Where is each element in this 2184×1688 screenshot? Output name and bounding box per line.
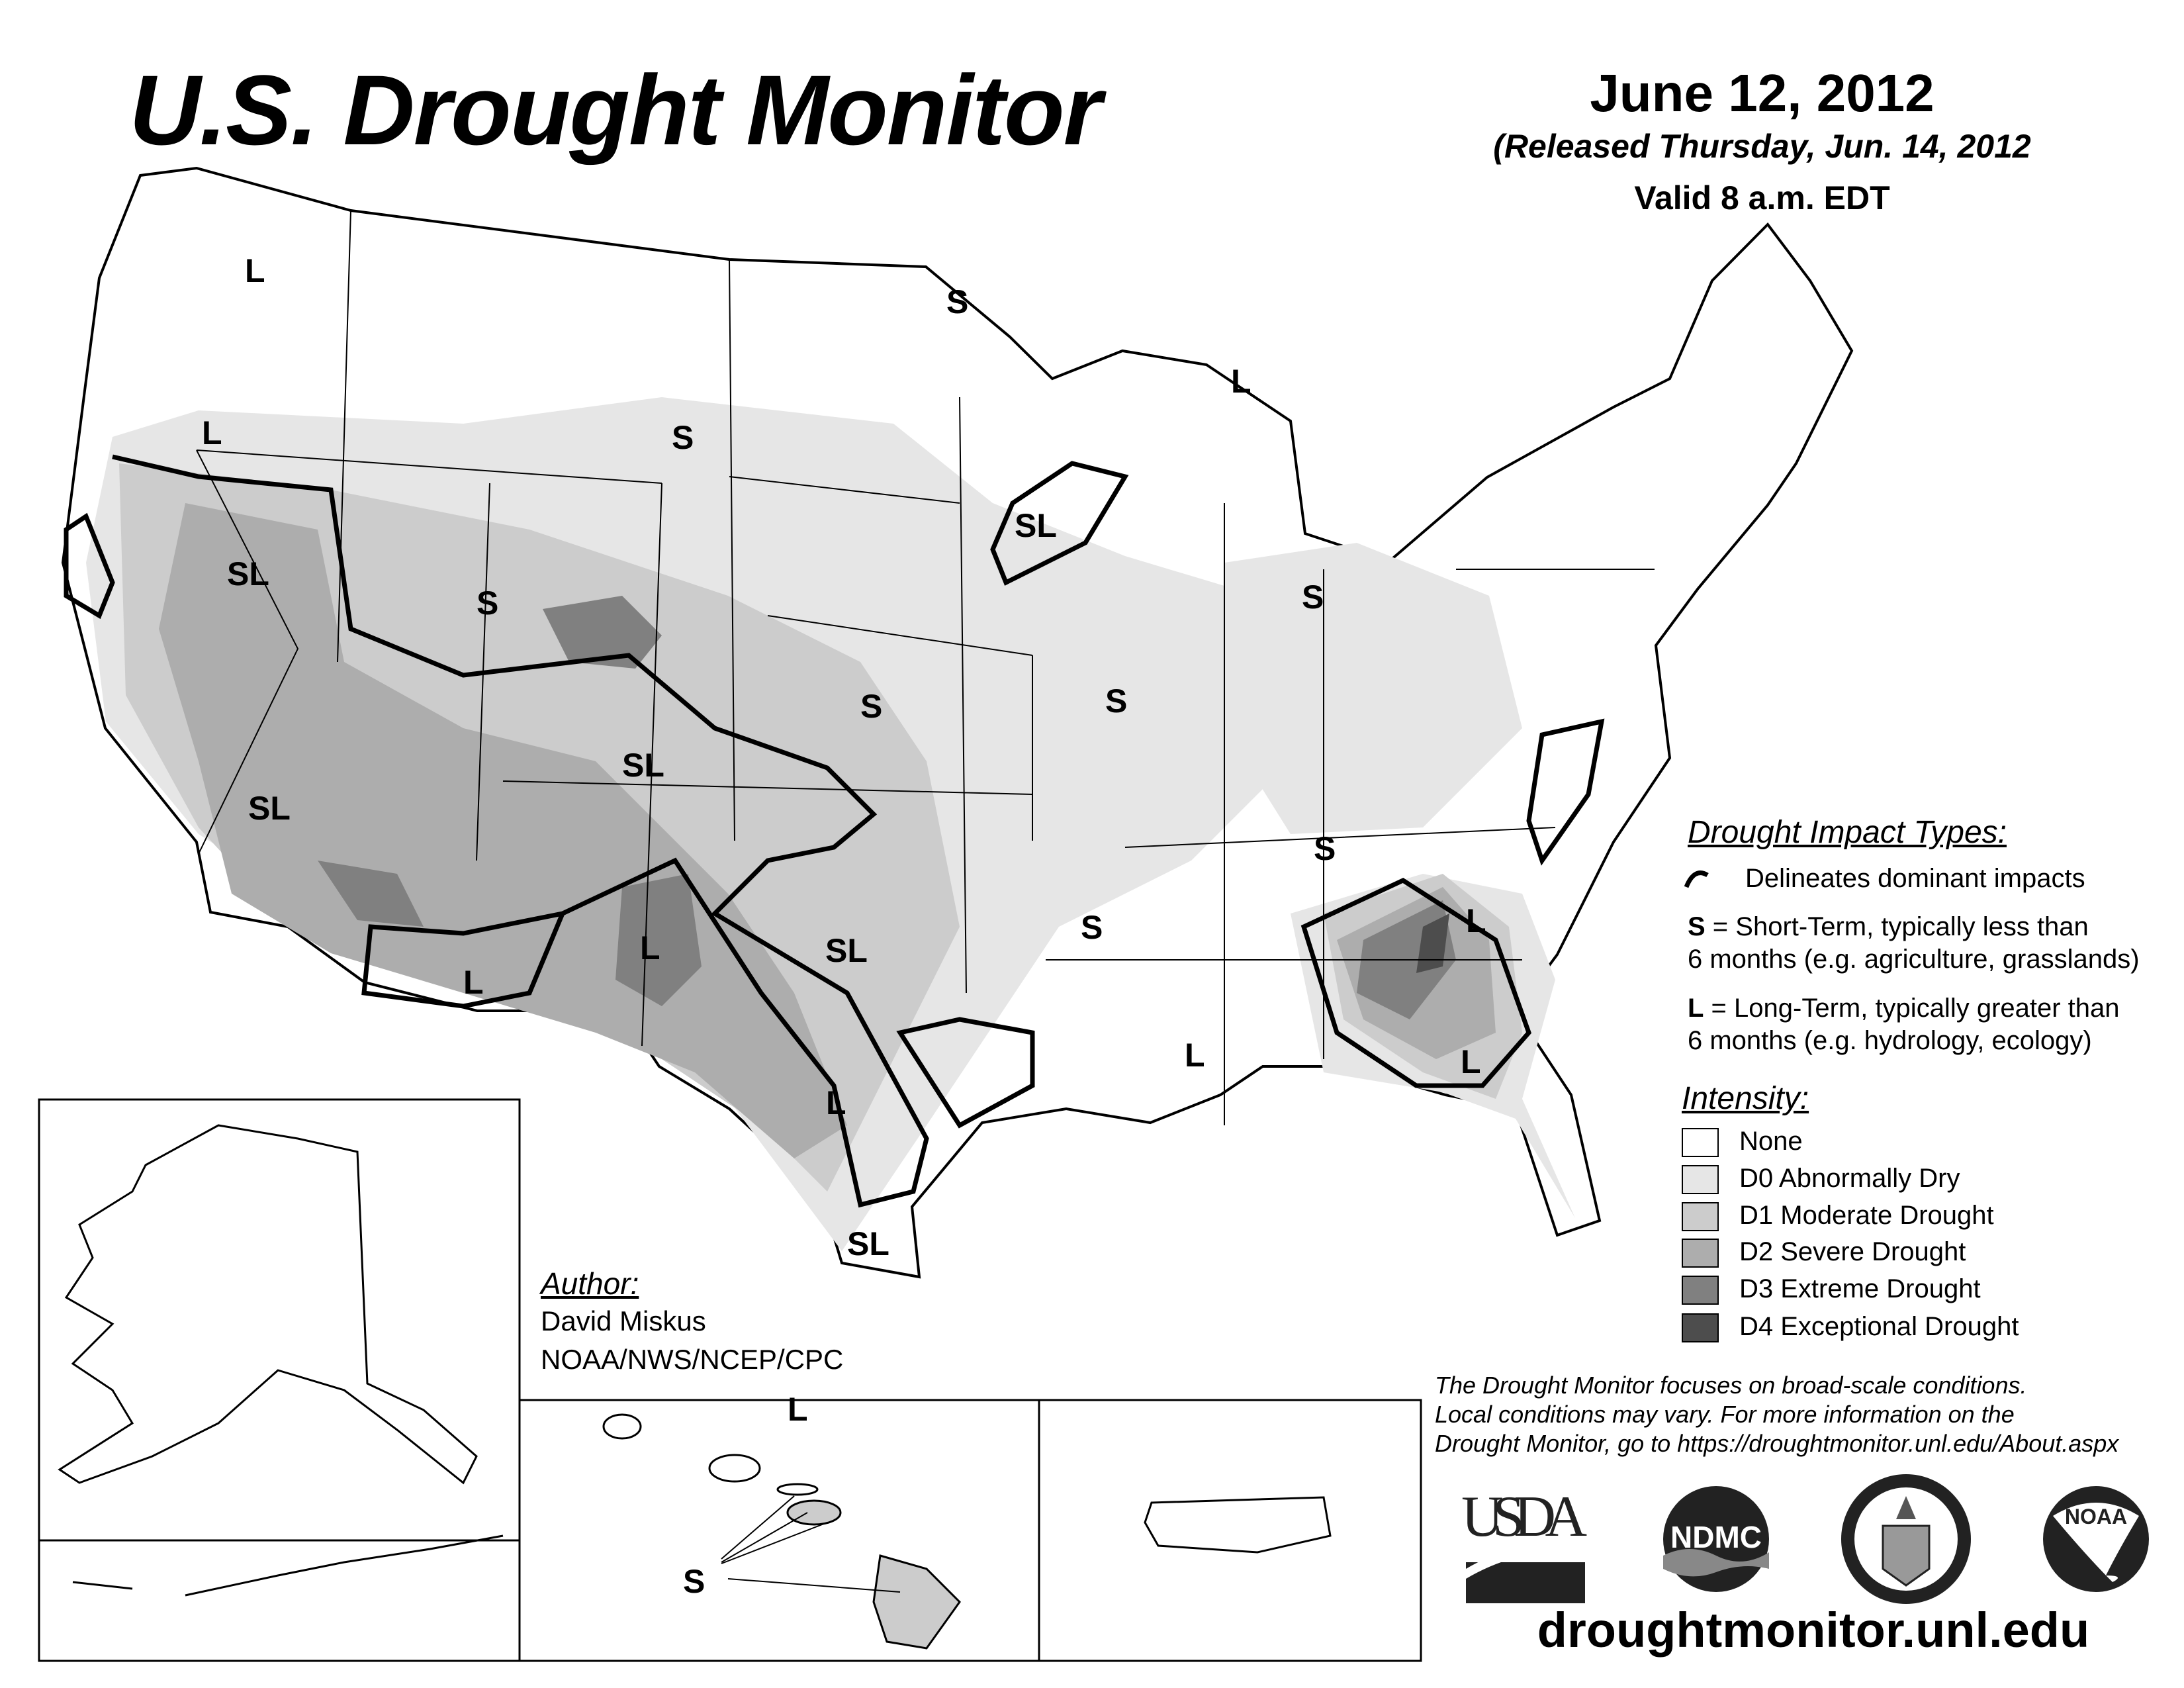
impact-label: L [826,1084,846,1121]
impact-label: SL [248,790,291,827]
intensity-heading: Intensity: [1682,1081,1809,1116]
intensity-label: None [1739,1127,1803,1156]
svg-text:NOAA: NOAA [2065,1505,2127,1528]
svg-text:USDA: USDA [1461,1485,1587,1549]
hawaii-inset-frame [518,1399,1040,1662]
swatch-d0 [1682,1165,1719,1194]
noaa-logo: NOAA [2043,1486,2149,1592]
swatch-d4 [1682,1313,1719,1342]
hawaii-pointer-lines [721,1495,901,1593]
map-date: June 12, 2012 [1590,64,1934,122]
impact-label: L [1185,1037,1205,1074]
impact-label: L [1231,363,1251,400]
disclaimer-line: The Drought Monitor focuses on broad-sca… [1435,1372,2027,1399]
d4-region-georgia [1416,914,1449,973]
disclaimer-line: Local conditions may vary. For more info… [1435,1401,2015,1428]
impact-label: L [202,414,222,451]
impact-lines [64,454,1605,1208]
hawaii-islands [602,1413,961,1650]
short-term-line2: 6 months (e.g. agriculture, grasslands) [1688,945,2140,974]
swatch-d2 [1682,1239,1719,1268]
alaska-outline [58,1124,478,1485]
intensity-label: D1 Moderate Drought [1739,1201,1994,1230]
intensity-label: D4 Exceptional Drought [1739,1312,2019,1341]
d0-region-east [1224,543,1522,834]
release-date: (Released Thursday, Jun. 14, 2012 [1493,128,2031,165]
short-term-line1: S = Short-Term, typically less than [1688,912,2089,941]
usda-logo: USDA [1461,1485,1587,1603]
d3-region-arizona [318,861,424,927]
author-org: NOAA/NWS/NCEP/CPC [541,1344,844,1375]
impact-label: S [477,585,499,622]
impact-line-sample [1684,870,1709,888]
impact-types-heading: Drought Impact Types: [1688,815,2007,850]
impact-label: L [245,252,265,289]
d3-region-nm [615,874,702,1006]
delineates-text: Delineates dominant impacts [1745,864,2085,893]
ndmc-logo: NDMC [1663,1486,1769,1592]
intensity-label: D0 Abnormally Dry [1739,1164,1960,1193]
long-term-line1: L = Long-Term, typically greater than [1688,994,2120,1023]
impact-label: L [788,1391,808,1428]
impact-label: S [1081,909,1103,946]
impact-label: L [1466,902,1486,939]
department-of-commerce-seal [1841,1474,1971,1604]
impact-label: S [946,283,969,320]
alaska-inset-frame [38,1098,521,1662]
impact-label: L [640,929,660,966]
impact-label: L [1461,1043,1481,1080]
d3-region-colorado [543,596,662,669]
aleutian-islands [72,1534,504,1597]
impact-label: S [1314,830,1336,867]
long-term-line2: 6 months (e.g. hydrology, ecology) [1688,1026,2092,1055]
swatch-d1 [1682,1202,1719,1231]
impact-label: L [463,964,484,1001]
puerto-rico-inset-frame [1038,1399,1422,1662]
impact-label: SL [1015,507,1057,544]
puerto-rico-outline [1144,1496,1332,1554]
impact-label: S [1105,682,1128,720]
swatch-d3 [1682,1276,1719,1305]
disclaimer-line: Drought Monitor, go to https://droughtmo… [1435,1430,2119,1457]
impact-label: SL [847,1225,889,1262]
impact-label: S [672,419,694,456]
author-heading: Author: [541,1266,639,1301]
intensity-label: D3 Extreme Drought [1739,1274,1981,1303]
impact-label: S [683,1563,705,1600]
valid-time: Valid 8 a.m. EDT [1634,179,1890,216]
svg-text:NDMC: NDMC [1670,1520,1762,1554]
impact-label: SL [825,932,868,969]
state-borders [196,210,1655,1125]
intensity-label: D2 Severe Drought [1739,1237,1966,1266]
map-title: U.S. Drought Monitor [129,54,1102,165]
impact-label: S [860,688,883,725]
impact-label: SL [622,747,664,784]
impact-label: S [1302,579,1324,616]
d2-region-southwest [159,503,847,1158]
author-name: David Miskus [541,1305,706,1336]
website-url[interactable]: droughtmonitor.unl.edu [1537,1603,2090,1658]
impact-label: SL [227,555,269,592]
swatch-none [1682,1128,1719,1157]
